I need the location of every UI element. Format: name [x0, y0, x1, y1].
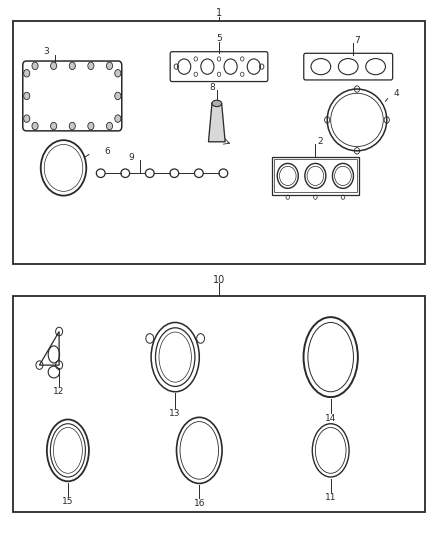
- Text: 5: 5: [216, 35, 222, 43]
- Text: 4: 4: [394, 89, 399, 98]
- Polygon shape: [208, 103, 225, 142]
- Circle shape: [69, 123, 75, 130]
- Text: 11: 11: [325, 493, 336, 502]
- Text: 12: 12: [53, 387, 65, 396]
- Circle shape: [115, 92, 121, 100]
- Text: 16: 16: [194, 499, 205, 508]
- Circle shape: [24, 115, 30, 123]
- Circle shape: [24, 70, 30, 77]
- Text: 6: 6: [104, 148, 110, 156]
- Circle shape: [106, 123, 113, 130]
- Text: 14: 14: [325, 414, 336, 423]
- Circle shape: [115, 115, 121, 123]
- Text: 2: 2: [317, 138, 322, 146]
- Text: 8: 8: [209, 83, 215, 92]
- Circle shape: [69, 62, 75, 70]
- Bar: [272, 157, 359, 195]
- Text: 9: 9: [128, 153, 134, 161]
- Text: 15: 15: [62, 497, 74, 506]
- Bar: [274, 159, 357, 192]
- Circle shape: [88, 123, 94, 130]
- Bar: [13, 21, 425, 264]
- Circle shape: [115, 70, 121, 77]
- Text: 10: 10: [213, 275, 225, 285]
- Circle shape: [32, 62, 38, 70]
- Circle shape: [24, 92, 30, 100]
- Text: 3: 3: [43, 47, 49, 56]
- Circle shape: [106, 62, 113, 70]
- Circle shape: [51, 123, 57, 130]
- Ellipse shape: [212, 100, 222, 107]
- Text: 7: 7: [354, 36, 360, 45]
- Text: 1: 1: [216, 9, 222, 18]
- Bar: [13, 296, 425, 512]
- Circle shape: [88, 62, 94, 70]
- Circle shape: [32, 123, 38, 130]
- Text: 13: 13: [170, 409, 181, 417]
- Circle shape: [51, 62, 57, 70]
